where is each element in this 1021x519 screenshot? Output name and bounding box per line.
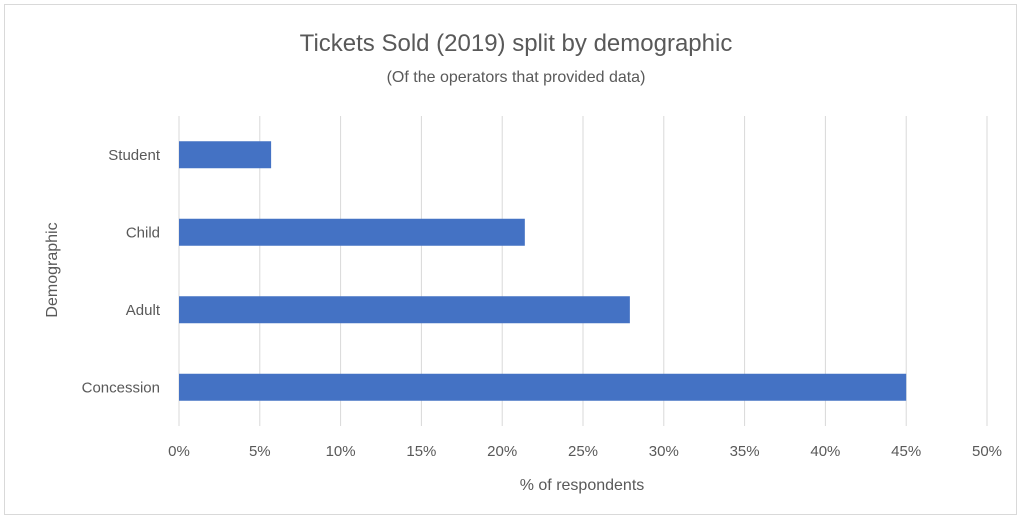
category-label: Adult <box>126 302 161 319</box>
x-tick-label: 30% <box>649 443 679 460</box>
x-tick-label: 5% <box>249 443 271 460</box>
bar-child <box>179 218 525 246</box>
category-labels: Student Child Adult Concession <box>82 147 161 397</box>
x-tick-label: 45% <box>891 443 921 460</box>
category-label: Concession <box>82 379 160 396</box>
x-tick-label: 35% <box>730 443 760 460</box>
x-tick-label: 50% <box>972 443 1002 460</box>
category-label: Student <box>108 147 161 164</box>
chart-title: Tickets Sold (2019) split by demographic <box>300 30 733 57</box>
y-axis-title: Demographic <box>44 222 61 317</box>
x-tick-label: 15% <box>406 443 436 460</box>
bars <box>179 141 907 401</box>
x-axis-title: % of respondents <box>520 477 645 494</box>
category-label: Child <box>126 224 160 241</box>
x-tick-label: 40% <box>810 443 840 460</box>
x-tick-label: 20% <box>487 443 517 460</box>
bar-concession <box>179 373 907 401</box>
bar-adult <box>179 296 630 324</box>
chart-subtitle: (Of the operators that provided data) <box>387 69 646 86</box>
x-tick-labels: 0% 5% 10% 15% 20% 25% 30% 35% 40% 45% 50% <box>168 443 1002 460</box>
x-tick-label: 25% <box>568 443 598 460</box>
x-tick-label: 0% <box>168 443 190 460</box>
chart-area <box>4 4 1017 515</box>
bar-student <box>179 141 272 169</box>
x-tick-label: 10% <box>326 443 356 460</box>
